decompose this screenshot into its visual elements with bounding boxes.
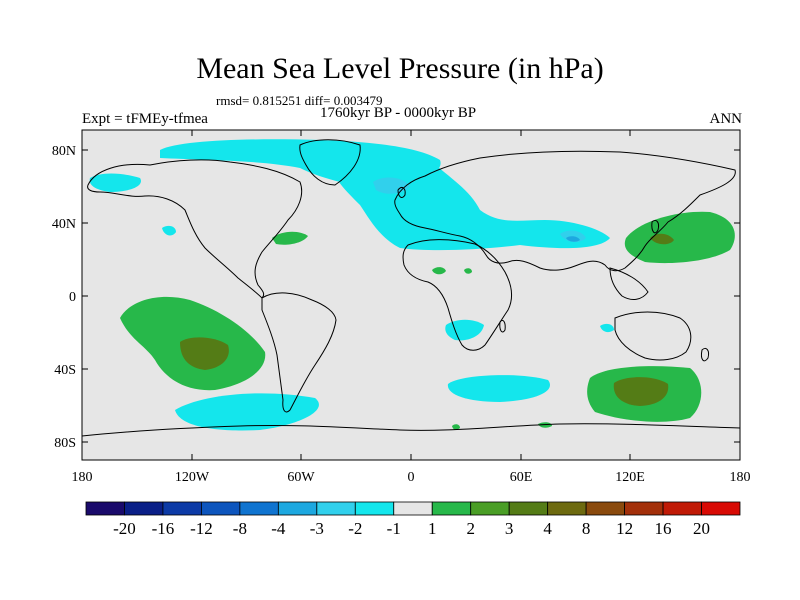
iceland-core-negative-region: [373, 177, 410, 194]
south-pacific-core-positive-region: [180, 337, 229, 370]
lon-tick-label: 120E: [615, 470, 645, 485]
frame-tick-marks: [81, 130, 741, 460]
colorbar-box: [239, 501, 279, 516]
colorbar-box: [162, 501, 202, 516]
pacific-small-negative-region: [162, 225, 176, 236]
lat-tick-label: 80N: [52, 144, 76, 159]
southeast-asia-coast: [609, 267, 649, 300]
colorbar-label: 12: [616, 519, 633, 538]
colorbar-box: [201, 501, 241, 516]
experiment-label: Expt = tFMEy-tfmea: [82, 111, 208, 127]
colorbar-box: [431, 501, 472, 516]
colorbar-label: 3: [505, 519, 514, 538]
colorbar-box: [508, 501, 549, 516]
colorbar-label: 16: [655, 519, 672, 538]
colorbar-box: [547, 501, 587, 516]
lon-tick-label: 180: [72, 470, 93, 485]
south-atlantic-negative-region: [447, 375, 550, 402]
greenland-coast: [299, 139, 361, 186]
lat-tick-label: 80S: [54, 436, 76, 451]
asia-inner-negative-region: [566, 236, 580, 242]
southern-africa-negative-region: [445, 319, 484, 341]
colorbar-box: [624, 501, 664, 516]
colorbar-box: [277, 501, 318, 516]
north-atlantic-europe-negative-region: [330, 152, 610, 251]
colorbar-label: -4: [271, 519, 286, 538]
antarctica-coast: [81, 423, 741, 437]
africa-small-positive-region: [464, 268, 472, 274]
lon-tick-label: 60E: [510, 470, 533, 485]
lon-tick-label: 180: [730, 470, 751, 485]
colorbar-label: 20: [693, 519, 710, 538]
new-zealand-coast: [701, 347, 709, 362]
colorbar-box: [124, 501, 164, 516]
colorbar-box: [701, 501, 741, 516]
south-indian-core-positive-region: [613, 377, 669, 406]
colorbar-box: [470, 501, 510, 516]
south-america-coast: [261, 292, 337, 413]
colorbar: -20 -16 -12 -8 -4 -3 -2 -1 1 2 3 4 8 12 16 20: [85, 501, 741, 538]
colorbar-label: -20: [113, 519, 136, 538]
australia-coast: [614, 311, 692, 361]
colorbar-label: -2: [348, 519, 362, 538]
africa-positive-region: [432, 267, 446, 275]
colorbar-box: [662, 501, 702, 516]
period-label: 1760kyr BP - 0000kyr BP: [320, 105, 477, 121]
north-america-positive-region: [272, 231, 308, 245]
eurasia-coast: [394, 150, 736, 272]
colorbar-label: 8: [582, 519, 591, 538]
lat-tick-label: 0: [69, 290, 76, 305]
north-america-coast: [87, 159, 303, 299]
north-pacific-core-positive-region: [650, 233, 674, 245]
lat-tick-label: 40N: [52, 217, 76, 232]
colorbar-box: [316, 501, 356, 516]
latitude-labels: 80N 40N 0 40S 80S: [52, 144, 76, 451]
coastlines: [81, 139, 741, 437]
madagascar-coast: [499, 319, 506, 333]
lon-tick-label: 60W: [287, 470, 315, 485]
lon-tick-label: 120W: [175, 470, 210, 485]
colorbar-label: 1: [428, 519, 437, 538]
colorbar-label: -8: [233, 519, 247, 538]
colorbar-label: 2: [466, 519, 475, 538]
japan-coast: [651, 219, 659, 234]
colorbar-label: -1: [387, 519, 401, 538]
lon-tick-label: 0: [408, 470, 415, 485]
colorbar-box: [354, 501, 395, 516]
indian-ocean-negative-region: [600, 323, 614, 333]
africa-coast: [402, 239, 513, 351]
antarctic-positive-region: [452, 424, 460, 430]
uk-coast: [397, 187, 406, 198]
longitude-labels: 180 120W 60W 0 60E 120E 180: [72, 470, 751, 485]
season-label: ANN: [709, 111, 743, 127]
colorbar-box: [585, 501, 625, 516]
colorbar-label: 4: [543, 519, 552, 538]
lat-tick-label: 40S: [54, 363, 76, 378]
colorbar-label: -16: [152, 519, 175, 538]
colorbar-label: -12: [190, 519, 213, 538]
stats-label: rmsd= 0.815251 diff= 0.003479: [216, 93, 383, 108]
chart-title: Mean Sea Level Pressure (in hPa): [196, 52, 604, 85]
colorbar-box: [393, 501, 433, 516]
colorbar-box: [85, 501, 125, 516]
alaska-negative-region: [89, 173, 141, 192]
colorbar-label: -3: [310, 519, 324, 538]
